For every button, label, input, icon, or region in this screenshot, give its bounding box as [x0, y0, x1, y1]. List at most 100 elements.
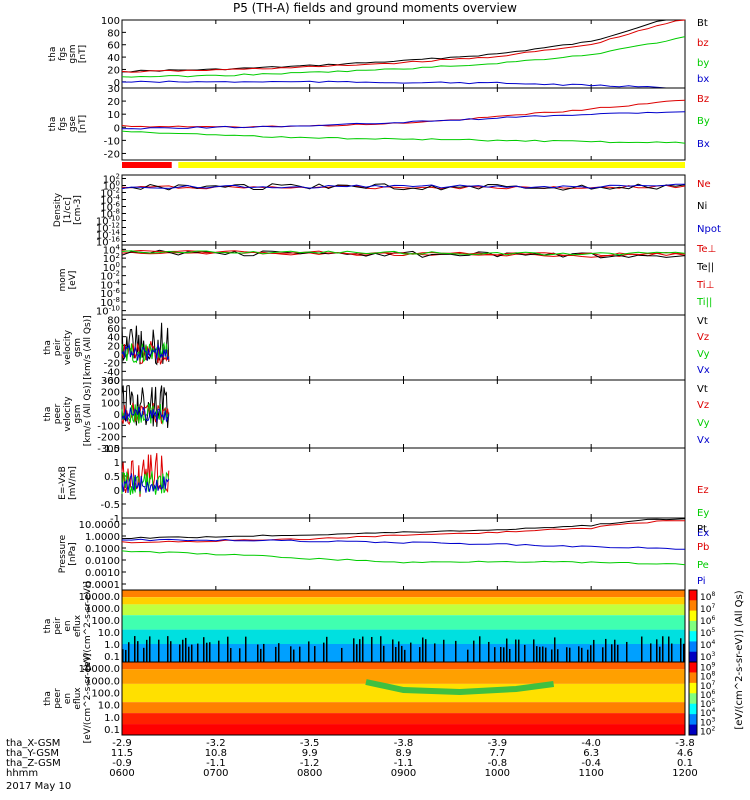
y-axis-label-line: [eV/(cm^2-s-sr-eV)] — [83, 654, 93, 744]
spectro-gap — [383, 645, 385, 662]
spectro-gap — [125, 649, 127, 662]
y-tick-label: 1000.0 — [85, 604, 120, 615]
y-tick-label: 100.0 — [91, 688, 120, 699]
legend-entry: by — [697, 58, 709, 69]
spectro-band — [122, 662, 685, 670]
legend-entry: Ni — [697, 201, 707, 212]
legend-entry: Ex — [697, 528, 709, 539]
spectro-gap — [569, 647, 571, 662]
legend-entry: Npot — [697, 224, 721, 235]
y-axis-label-line: peir — [53, 617, 63, 635]
spectro-gap — [371, 636, 373, 662]
y-axis-label-line: peer — [53, 688, 63, 709]
time-row-value: -0.8 — [488, 758, 508, 769]
colorbar-segment — [689, 620, 697, 632]
y-tick-label: 0 — [114, 350, 120, 361]
y-axis-label: tha peir velocity gsm [km/s (All Qs)] — [43, 315, 93, 379]
y-tick-label: -40 — [104, 367, 120, 378]
series-line-Npot — [121, 183, 685, 190]
spectro-gap — [554, 637, 556, 662]
y-axis-label-line: velocity — [63, 396, 73, 432]
spectro-gap — [455, 640, 457, 662]
time-row-value: 0600 — [109, 768, 134, 779]
time-row-value: 0800 — [297, 768, 322, 779]
y-tick-label: 10-10 — [96, 305, 120, 318]
legend-entry: Te|| — [696, 262, 714, 273]
colorbar-tick: 109 — [700, 662, 715, 674]
spectro-gap — [662, 636, 664, 662]
y-tick-label: -0.5 — [100, 500, 120, 511]
y-tick-label: 100 — [103, 180, 120, 193]
time-row-value: -0.4 — [581, 758, 601, 769]
legend-entry: Pi — [697, 576, 706, 587]
spectro-gap — [134, 636, 136, 662]
spectro-gap — [182, 639, 184, 662]
y-tick-label: 0.0001 — [85, 580, 120, 591]
panel-frame — [121, 379, 686, 449]
y-axis-label-line: gsm — [68, 44, 78, 63]
y-axis-label: tha peer en eflux [eV/(cm^2-s-sr-eV)] — [43, 654, 93, 744]
spectro-gap — [143, 647, 145, 662]
spectro-gap — [551, 649, 553, 662]
series-line-Pt — [121, 518, 686, 540]
time-row-value: -3.2 — [206, 738, 226, 749]
y-tick-label: -20 — [104, 359, 120, 370]
y-axis-label-line: gse — [68, 116, 78, 132]
y-tick-label: 10000.0 — [79, 664, 120, 675]
y-tick-label: 30 — [107, 84, 120, 95]
colorbar-ion — [688, 589, 698, 663]
colorbar-electron — [688, 661, 698, 736]
legend-entry: Ti|| — [696, 297, 712, 308]
spectro-gap — [410, 642, 412, 662]
time-row-value: 0.1 — [677, 758, 693, 769]
mode-bar-slow — [178, 162, 686, 168]
spectro-gap — [422, 637, 424, 662]
y-tick-label: 0.1 — [104, 725, 120, 736]
spectro-gap — [641, 636, 643, 662]
spectro-band — [122, 724, 685, 735]
spectro-gap — [443, 639, 445, 662]
spectro-gap — [275, 646, 277, 662]
spectro-gap — [239, 648, 241, 662]
series-line-Bt — [121, 19, 685, 73]
mode-bar-fast — [122, 162, 172, 168]
y-tick-label: 1.0 — [104, 713, 120, 724]
y-tick-label: 10-6 — [100, 201, 120, 214]
spectro-gap — [203, 637, 205, 662]
spectro-gap — [671, 643, 673, 662]
spectro-gap — [545, 647, 547, 662]
y-tick-label: 0 — [114, 78, 120, 89]
spectro-band — [122, 713, 685, 725]
legend-entry: Bz — [697, 94, 709, 105]
y-axis-label-line: velocity — [63, 329, 73, 365]
colorbar-segment — [689, 641, 697, 653]
y-tick-label: 1000.0 — [85, 676, 120, 687]
series-line-Ti|| — [121, 250, 686, 256]
legend-entry: Vt — [697, 316, 708, 327]
y-axis-label: Density [1/cc] [cm-3] — [53, 192, 83, 227]
y-tick-label: 0.1000 — [85, 544, 120, 555]
spectro-gap — [218, 640, 220, 662]
spectro-gap — [626, 641, 628, 662]
legend-entry: Pt — [697, 524, 707, 535]
spectro-gap — [590, 645, 592, 662]
y-tick-label: 104 — [103, 243, 121, 256]
y-tick-label: 0.1 — [104, 652, 120, 663]
time-row-label: tha_X-GSM — [6, 738, 60, 749]
time-row-value: 10.8 — [205, 748, 227, 759]
panel-frame — [121, 661, 686, 736]
spectro-gap — [206, 642, 208, 662]
spectro-gap — [659, 646, 661, 662]
spectro-gap — [122, 649, 124, 662]
colorbar-tick: 106 — [700, 689, 715, 701]
y-axis-label-line: [nT] — [78, 45, 88, 63]
y-tick-label: 60 — [107, 324, 120, 335]
colorbar-tick: 104 — [700, 639, 715, 651]
spectro-gap — [227, 636, 229, 662]
spectro-gap — [506, 638, 508, 662]
spectro-gap — [542, 646, 544, 662]
spectro-gap — [179, 644, 181, 662]
spectro-gap — [128, 642, 130, 662]
colorbar-segment — [689, 724, 697, 736]
